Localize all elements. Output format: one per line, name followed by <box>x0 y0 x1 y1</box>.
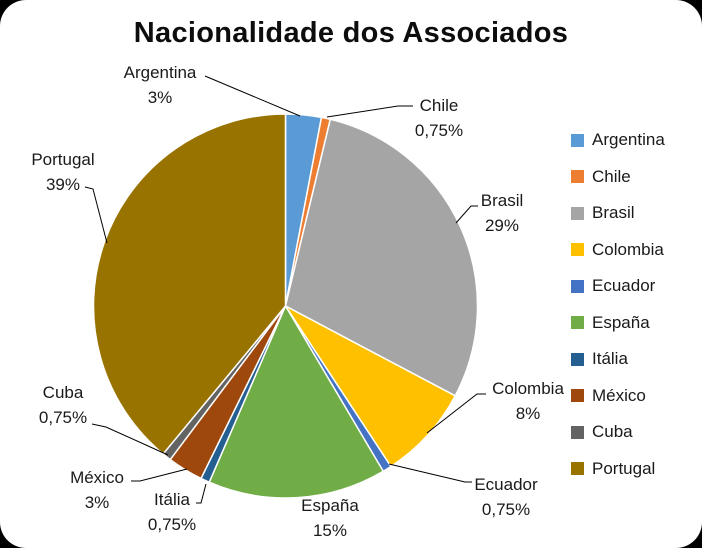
slice-label-percent: 15% <box>312 521 348 540</box>
leader-line-chile <box>326 105 413 118</box>
pie-slice-colombia <box>284 305 456 468</box>
slice-label-percent: 0,75% <box>481 500 531 519</box>
slice-label-name: Itália <box>154 490 190 509</box>
legend-label: México <box>592 385 646 405</box>
leader-line-italia <box>196 483 207 504</box>
slice-label-percent: 3% <box>147 88 173 107</box>
slice-label-name: Brasil <box>480 191 524 210</box>
slice-label-chile: Chile 0,75% <box>415 93 463 143</box>
legend-item-brasil: Brasil <box>571 203 665 223</box>
leader-line-brasil <box>455 205 478 224</box>
legend-item-cuba: Cuba <box>571 422 665 442</box>
slice-label-espana: España 15% <box>301 493 359 543</box>
slice-label-argentina: Argentina 3% <box>124 60 197 110</box>
legend-swatch-icon <box>571 243 584 256</box>
legend-label: Brasil <box>592 203 635 222</box>
slice-label-brasil: Brasil 29% <box>481 188 524 238</box>
legend-swatch-icon <box>571 133 584 147</box>
legend-label: Ecuador <box>592 276 656 295</box>
slice-label-percent: 3% <box>84 493 110 512</box>
slice-label-percent: 29% <box>484 216 520 235</box>
legend-label: Cuba <box>592 422 633 441</box>
legend-swatch-icon <box>571 425 584 439</box>
legend-swatch-icon <box>571 352 584 366</box>
legend-label: Itália <box>592 349 628 368</box>
legend-item-ecuador: Ecuador <box>571 276 665 296</box>
chart-legend: Argentina Chile Brasil Colombia Ecuador Españ… <box>571 130 665 495</box>
legend-item-espana: España <box>571 313 665 333</box>
legend-label: Argentina <box>592 130 665 149</box>
legend-label: Portugal <box>592 458 656 478</box>
slice-label-percent: 39% <box>45 175 81 194</box>
leader-line-argentina <box>204 75 301 117</box>
legend-item-argentina: Argentina <box>571 130 665 150</box>
leader-line-mexico <box>131 468 188 482</box>
slice-label-name: Cuba <box>42 383 84 402</box>
slice-label-name: Portugal <box>31 150 95 169</box>
legend-item-mexico: México <box>571 386 665 406</box>
legend-item-portugal: Portugal <box>571 459 665 479</box>
chart-title: Nacionalidade dos Associados <box>133 17 569 49</box>
legend-swatch-icon <box>571 206 584 220</box>
leader-line-colombia <box>426 393 486 434</box>
slice-label-name: México <box>70 468 124 487</box>
slice-label-name: Argentina <box>123 63 197 82</box>
slice-label-name: Chile <box>419 96 459 115</box>
pie-slice-brasil <box>284 118 479 397</box>
leader-line-portugal <box>84 186 108 244</box>
slice-label-cuba: Cuba 0,75% <box>39 380 87 430</box>
legend-item-chile: Chile <box>571 167 665 187</box>
pie-slice-espana <box>208 305 384 499</box>
slice-label-percent: 0,75% <box>414 121 464 140</box>
slice-label-portugal: Portugal 39% <box>31 147 94 197</box>
slice-label-name: Ecuador <box>474 475 538 494</box>
slice-label-name: España <box>301 496 359 515</box>
slice-label-ecuador: Ecuador 0,75% <box>474 472 537 522</box>
slice-label-percent: 0,75% <box>38 408 88 427</box>
leader-line-cuba <box>91 423 169 456</box>
legend-item-italia: Itália <box>571 349 665 369</box>
legend-swatch-icon <box>571 389 584 402</box>
legend-label: Colombia <box>592 239 664 259</box>
slice-label-mexico: México 3% <box>70 465 124 515</box>
legend-swatch-icon <box>571 316 584 329</box>
slice-label-percent: 0,75% <box>147 515 197 534</box>
legend-label: Chile <box>592 166 631 186</box>
legend-label: España <box>592 312 650 332</box>
legend-swatch-icon <box>571 279 584 293</box>
slice-label-colombia: Colombia 8% <box>492 376 564 426</box>
legend-item-colombia: Colombia <box>571 240 665 260</box>
leader-line-ecuador <box>388 463 472 483</box>
slice-label-name: Colombia <box>492 379 564 398</box>
pie-slice-portugal <box>92 113 287 455</box>
slice-label-italia: Itália 0,75% <box>148 487 196 537</box>
slice-label-percent: 8% <box>515 404 541 423</box>
legend-swatch-icon <box>571 462 584 475</box>
legend-swatch-icon <box>571 170 584 183</box>
